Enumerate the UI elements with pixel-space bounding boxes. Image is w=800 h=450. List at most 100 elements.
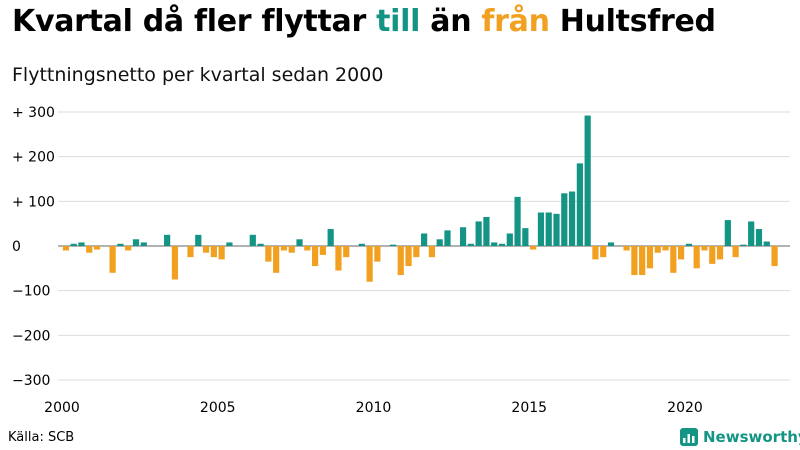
bar <box>265 246 272 262</box>
x-tick-label: 2000 <box>44 400 80 416</box>
bar <box>296 239 303 246</box>
bar <box>109 246 116 273</box>
bar <box>716 246 724 260</box>
bar <box>553 213 560 246</box>
bar <box>748 221 755 246</box>
bar <box>304 246 311 251</box>
bar <box>584 115 591 246</box>
bar <box>545 212 552 246</box>
bar <box>654 246 661 253</box>
y-tick-label: −200 <box>12 328 50 344</box>
bar <box>561 193 568 246</box>
x-tick-label: 2010 <box>356 400 392 416</box>
bar <box>670 246 677 273</box>
bar <box>86 246 93 253</box>
bar <box>397 246 404 276</box>
bar <box>366 246 373 282</box>
bar <box>755 229 763 246</box>
bar <box>358 243 365 246</box>
bar <box>288 246 295 253</box>
y-tick-label: + 100 <box>12 194 55 210</box>
bar <box>257 243 264 246</box>
bar <box>280 246 288 251</box>
bar <box>436 239 443 246</box>
bar <box>506 233 513 246</box>
bar <box>530 246 537 250</box>
y-tick-label: 0 <box>12 239 21 255</box>
newsworthy-icon <box>680 428 698 446</box>
bar <box>319 246 326 255</box>
bar <box>343 246 350 258</box>
bar <box>685 243 692 246</box>
bar <box>374 246 381 262</box>
bar <box>405 246 412 267</box>
title-part-1: Kvartal då fler flyttar <box>12 4 377 39</box>
bar <box>498 243 506 246</box>
bar <box>483 216 490 246</box>
title-part-2: än <box>420 4 482 39</box>
bar <box>312 246 319 267</box>
title-part-3: Hultsfred <box>549 4 716 39</box>
bar <box>327 229 334 246</box>
bar <box>740 244 747 246</box>
bar <box>732 246 739 258</box>
y-tick-label: −300 <box>12 373 50 389</box>
bar <box>226 242 233 246</box>
bar <box>428 246 435 258</box>
bar <box>413 246 420 258</box>
bar <box>187 246 194 258</box>
x-tick-label: 2005 <box>200 400 236 416</box>
bar <box>763 241 770 246</box>
bar <box>568 191 576 246</box>
bar <box>210 246 217 258</box>
bar <box>70 243 77 246</box>
bar <box>195 234 202 246</box>
title-word-till: till <box>376 4 421 39</box>
bar <box>218 246 225 260</box>
bar <box>132 239 140 246</box>
y-tick-label: −100 <box>12 284 50 300</box>
x-tick-label: 2020 <box>667 400 703 416</box>
bar <box>623 246 630 251</box>
bar <box>62 246 69 251</box>
bar <box>202 246 210 253</box>
chart-subtitle: Flyttningsnetto per kvartal sedan 2000 <box>12 64 384 86</box>
bar <box>724 220 731 246</box>
bar <box>459 227 467 246</box>
bar <box>117 243 124 246</box>
bar <box>576 163 583 246</box>
bar <box>701 246 708 251</box>
bar <box>421 233 428 246</box>
bar <box>335 246 342 271</box>
bar <box>646 246 654 269</box>
bar <box>709 246 716 264</box>
bar <box>537 212 545 246</box>
bar <box>93 246 101 250</box>
bar <box>140 242 147 246</box>
chart-title: Kvartal då fler flyttar till än från Hul… <box>12 4 716 39</box>
bar <box>514 196 521 246</box>
bar <box>249 234 256 246</box>
bar <box>125 246 132 251</box>
bar <box>475 221 482 246</box>
bar <box>171 246 179 280</box>
bar <box>491 242 498 246</box>
bar <box>693 246 700 269</box>
bar <box>164 234 171 246</box>
newsworthy-logo: Newsworthy <box>680 428 800 446</box>
bar <box>592 246 599 260</box>
bar <box>631 246 638 276</box>
title-word-fran: från <box>481 4 550 39</box>
bar <box>600 246 607 258</box>
bar <box>78 242 85 246</box>
bar <box>467 243 474 246</box>
bar <box>444 230 451 246</box>
bar <box>273 246 280 273</box>
bar <box>607 242 615 246</box>
bar <box>522 228 529 246</box>
bar <box>771 246 778 267</box>
bar <box>639 246 646 276</box>
y-tick-label: + 300 <box>12 105 55 121</box>
bar <box>662 246 669 251</box>
